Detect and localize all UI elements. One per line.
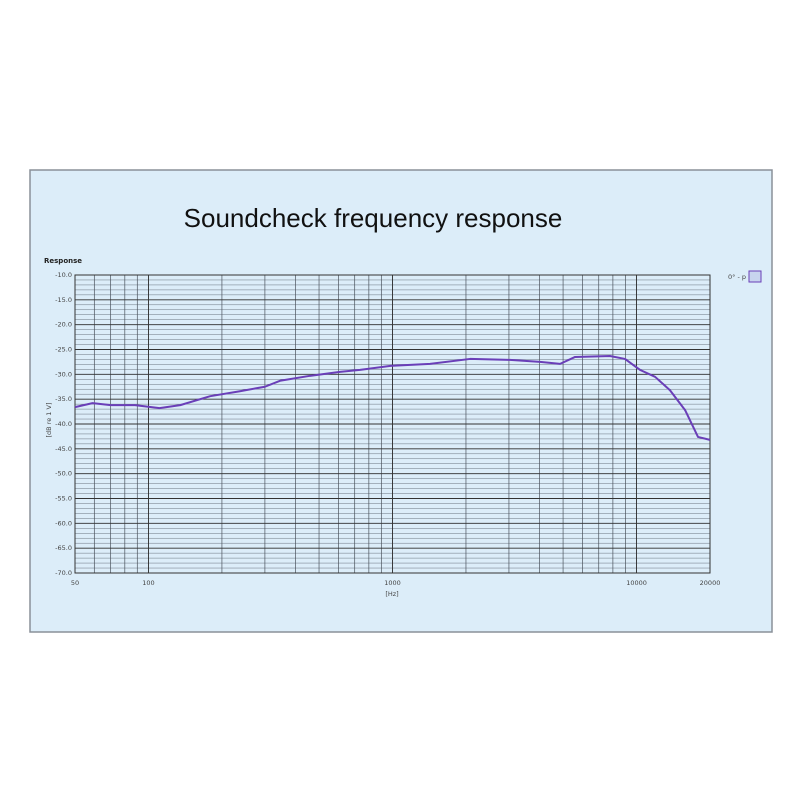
y-axis-label: [dB re 1 V] bbox=[45, 403, 53, 438]
y-tick-label: -60.0 bbox=[55, 519, 72, 527]
y-tick-label: -45.0 bbox=[55, 445, 72, 453]
x-axis-label: [Hz] bbox=[385, 590, 398, 598]
legend-swatch bbox=[748, 270, 762, 283]
y-tick-label: -40.0 bbox=[55, 420, 72, 428]
y-tick-label: -25.0 bbox=[55, 346, 72, 354]
x-tick-label: 50 bbox=[71, 579, 79, 587]
subtitle: Response bbox=[44, 257, 82, 265]
y-tick-label: -55.0 bbox=[55, 495, 72, 503]
y-tick-label: -50.0 bbox=[55, 470, 72, 478]
x-tick-label: 1000 bbox=[384, 579, 401, 587]
series-line bbox=[74, 354, 711, 441]
x-tick-label: 10000 bbox=[626, 579, 647, 587]
y-tick-label: -65.0 bbox=[55, 544, 72, 552]
legend-label: 0° - p bbox=[728, 273, 746, 281]
y-tick-label: -20.0 bbox=[55, 321, 72, 329]
panel bbox=[29, 169, 773, 633]
y-tick-label: -10.0 bbox=[55, 271, 72, 279]
chart-title: Soundcheck frequency response bbox=[184, 203, 563, 233]
x-tick-label: 100 bbox=[142, 579, 154, 587]
y-tick-label: -35.0 bbox=[55, 395, 72, 403]
y-tick-label: -70.0 bbox=[55, 569, 72, 577]
y-tick-label: -30.0 bbox=[55, 370, 72, 378]
x-tick-label: 20000 bbox=[700, 579, 721, 587]
y-tick-label: -15.0 bbox=[55, 296, 72, 304]
